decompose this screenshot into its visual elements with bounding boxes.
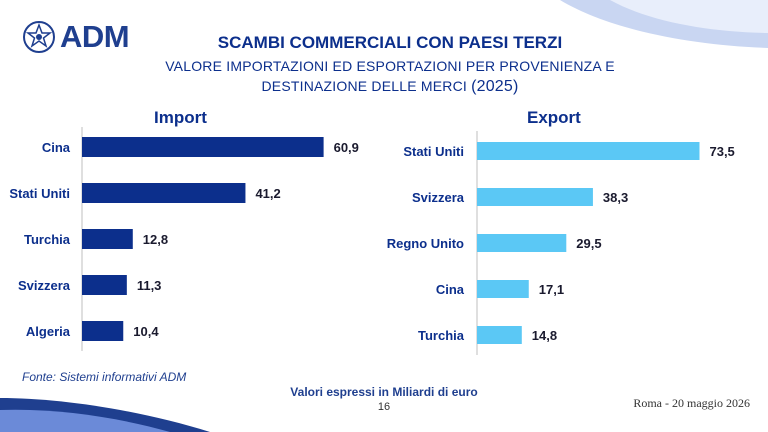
import-bar bbox=[82, 321, 124, 341]
import-chart: Cina 60,9 Stati Uniti 41,2 Turchia 12,8 Svizze… bbox=[9, 127, 359, 351]
page-number: 16 bbox=[377, 401, 391, 413]
export-category-label: Svizzera bbox=[412, 190, 465, 205]
import-category-label: Algeria bbox=[26, 324, 71, 339]
import-value-label: 12,8 bbox=[143, 232, 168, 247]
import-bar bbox=[82, 229, 133, 249]
export-category-label: Cina bbox=[436, 282, 465, 297]
import-value-label: 11,3 bbox=[137, 278, 162, 293]
bottom-left-swoosh-light bbox=[0, 409, 170, 432]
units-note: Valori espressi in Miliardi di euro bbox=[290, 385, 478, 399]
export-bar bbox=[477, 142, 700, 160]
place-date: Roma - 20 maggio 2026 bbox=[633, 396, 750, 410]
import-value-label: 10,4 bbox=[133, 324, 159, 339]
logo-text: ADM bbox=[60, 19, 130, 54]
import-category-label: Cina bbox=[42, 140, 71, 155]
export-value-label: 29,5 bbox=[576, 236, 601, 251]
export-value-label: 73,5 bbox=[709, 144, 734, 159]
import-value-label: 60,9 bbox=[334, 140, 359, 155]
source-note: Fonte: Sistemi informativi ADM bbox=[22, 370, 187, 384]
emblem-icon bbox=[23, 21, 55, 53]
export-value-label: 14,8 bbox=[532, 328, 557, 343]
export-value-label: 38,3 bbox=[603, 190, 628, 205]
export-bar bbox=[477, 280, 529, 298]
subtitle-line-1: VALORE IMPORTAZIONI ED ESPORTAZIONI PER … bbox=[165, 58, 615, 74]
export-bar bbox=[477, 326, 522, 344]
page-title: SCAMBI COMMERCIALI CON PAESI TERZI bbox=[217, 33, 563, 52]
adm-logo: ADM bbox=[22, 19, 130, 54]
subtitle-year: (2025) bbox=[471, 78, 519, 95]
export-chart-title: Export bbox=[527, 108, 581, 127]
export-category-label: Regno Unito bbox=[387, 236, 464, 251]
export-bar bbox=[477, 188, 593, 206]
export-category-label: Stati Uniti bbox=[403, 144, 464, 159]
import-category-label: Stati Uniti bbox=[9, 186, 70, 201]
export-value-label: 17,1 bbox=[539, 282, 564, 297]
import-bar bbox=[82, 137, 324, 157]
subtitle-line-2: DESTINAZIONE DELLE MERCI (2025) bbox=[150, 76, 630, 97]
export-category-label: Turchia bbox=[418, 328, 465, 343]
import-bar bbox=[82, 275, 127, 295]
import-value-label: 41,2 bbox=[255, 186, 280, 201]
subtitle-line-2-text: DESTINAZIONE DELLE MERCI bbox=[261, 78, 467, 94]
page-subtitle: VALORE IMPORTAZIONI ED ESPORTAZIONI PER … bbox=[150, 56, 630, 97]
import-bar bbox=[82, 183, 246, 203]
export-bar bbox=[477, 234, 567, 252]
top-right-swoosh-highlight bbox=[610, 0, 768, 33]
import-chart-title: Import bbox=[154, 108, 207, 127]
export-chart: Stati Uniti 73,5 Svizzera 38,3 Regno Unito 29… bbox=[387, 131, 735, 355]
import-category-label: Svizzera bbox=[18, 278, 71, 293]
import-category-label: Turchia bbox=[24, 232, 71, 247]
